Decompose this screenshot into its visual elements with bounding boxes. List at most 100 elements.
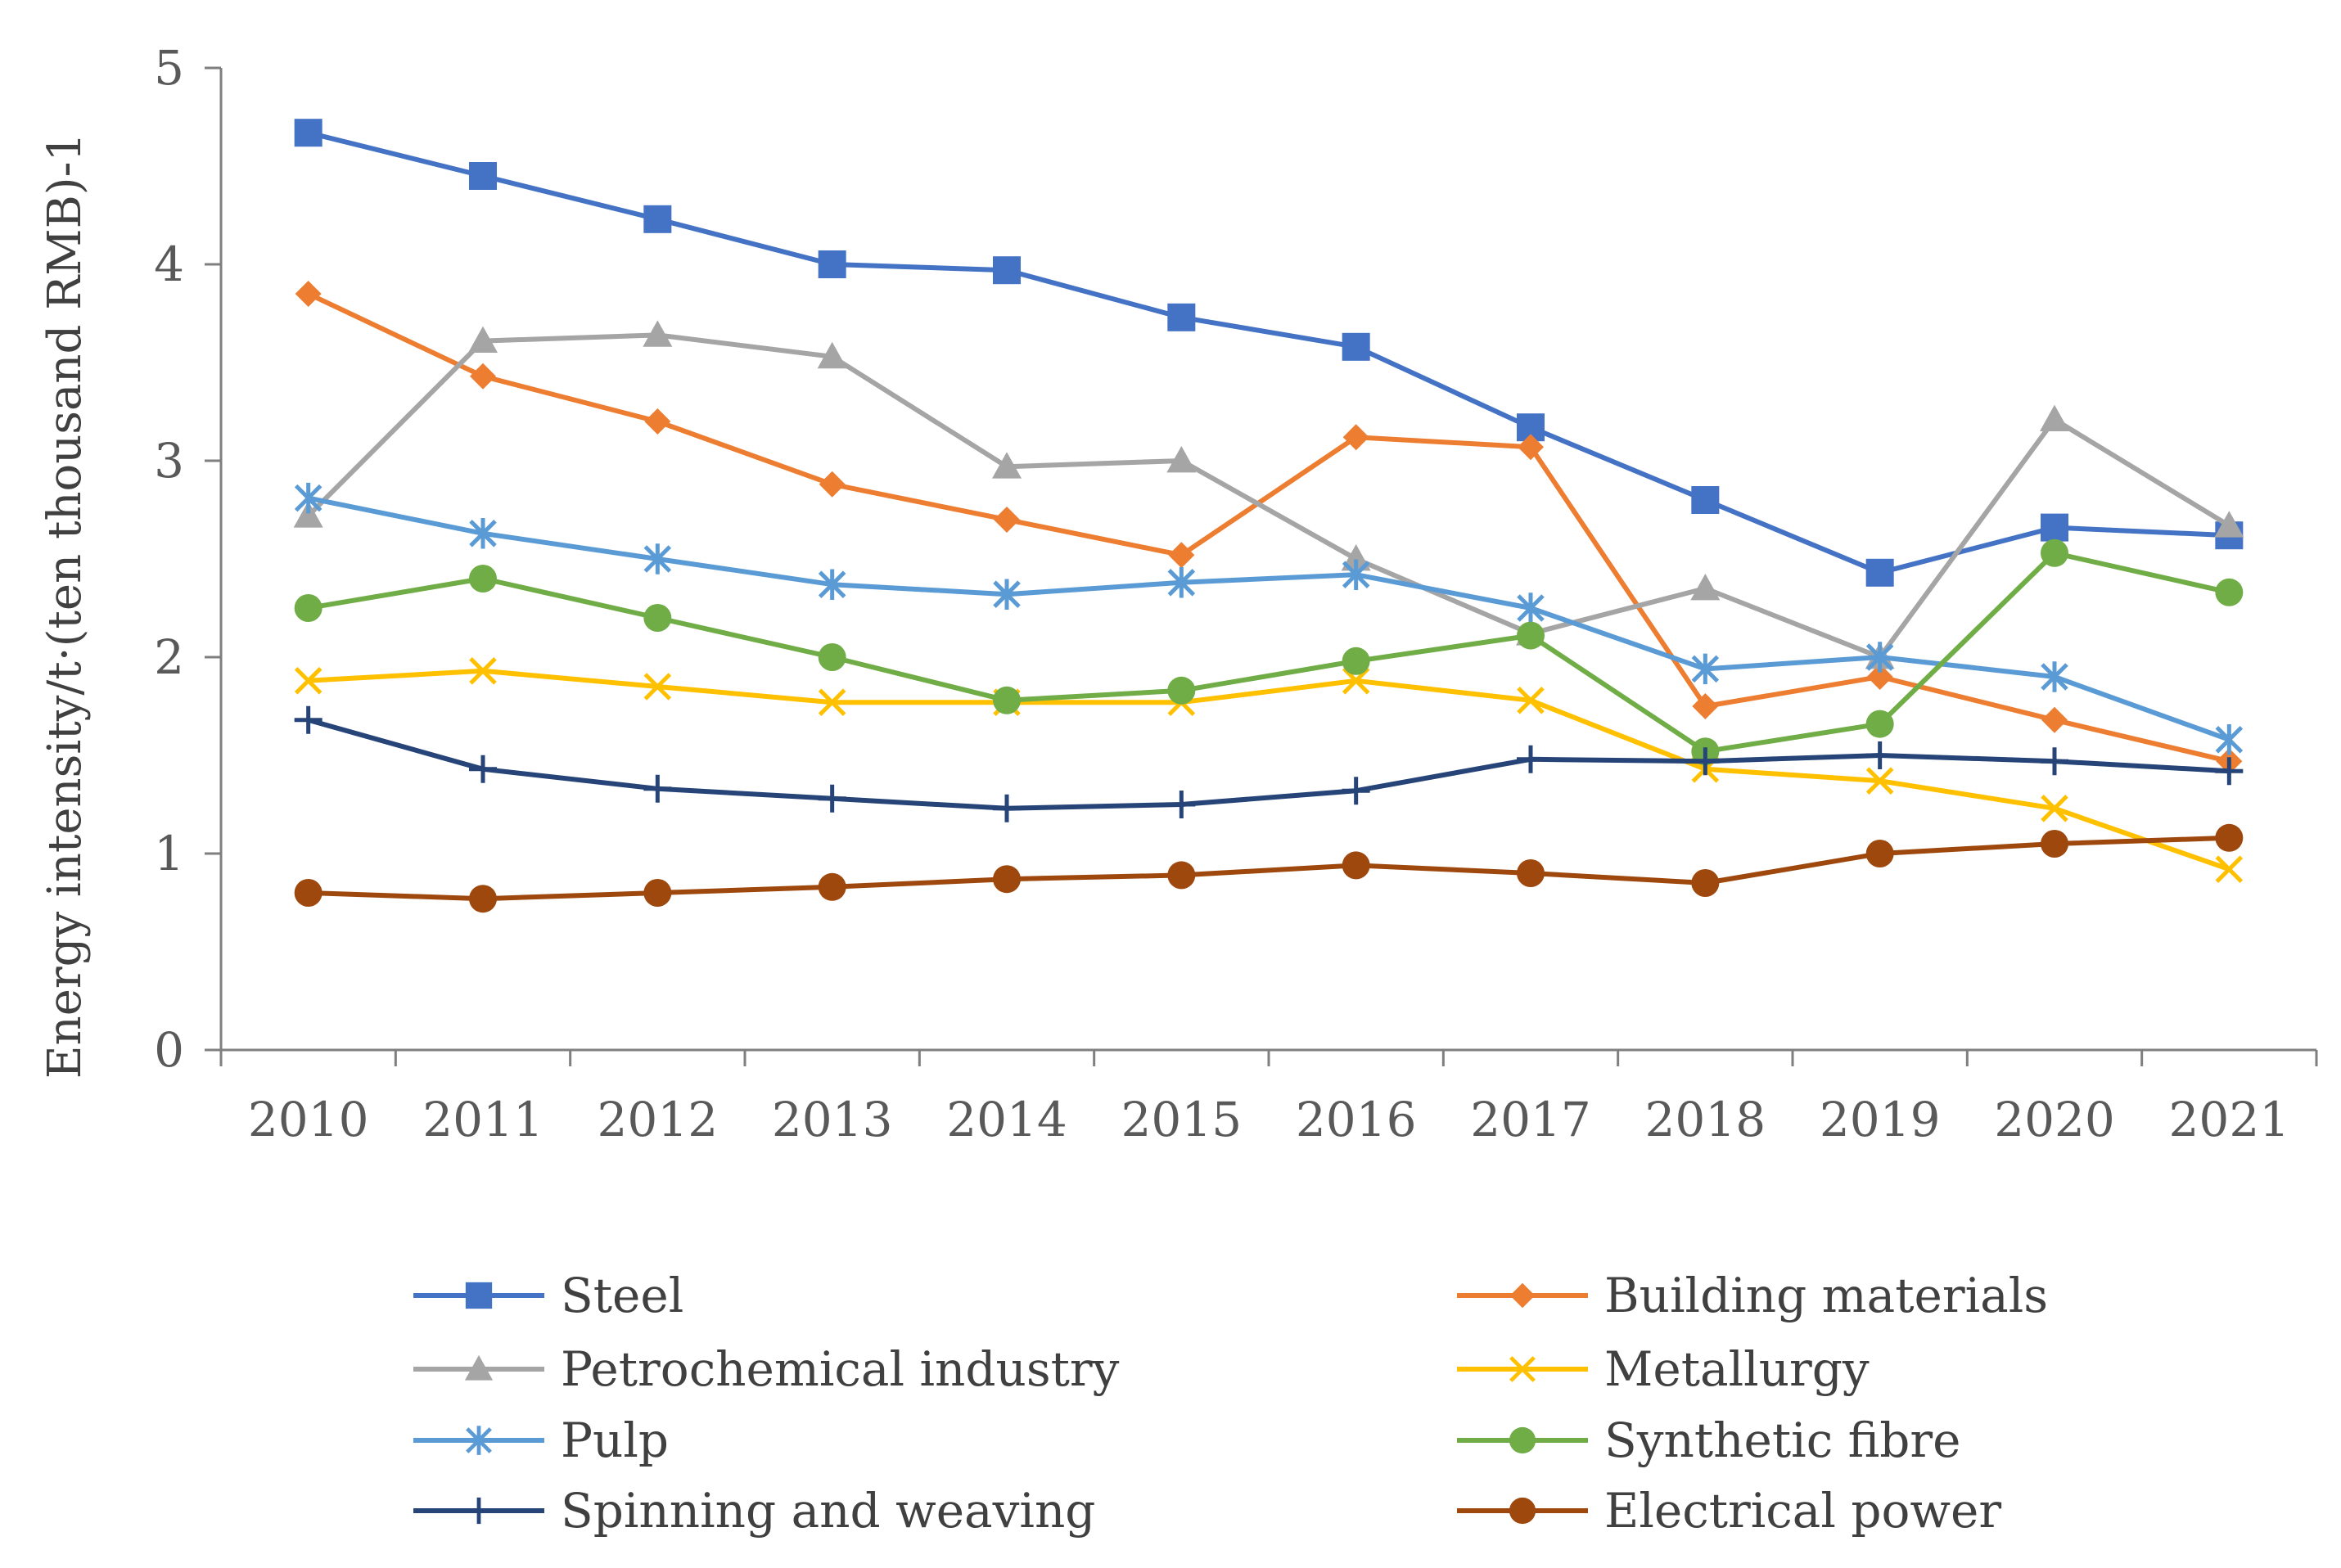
data-point [1509,1426,1536,1454]
legend-item: Synthetic fibre [1457,1413,1960,1468]
y-tick-label: 3 [154,433,184,489]
data-point [1518,434,1544,461]
data-point [464,1354,494,1381]
legend-label: Steel [561,1268,683,1323]
data-point [1517,621,1545,650]
data-point [2215,823,2244,852]
data-point [294,705,323,734]
series-layer [293,119,2244,913]
data-point [1691,747,1720,776]
data-point [1866,664,1893,690]
data-point [993,686,1021,714]
series-electrical-power [294,823,2244,913]
data-point [2041,706,2068,733]
data-point [644,408,671,435]
data-point [993,256,1021,285]
legend-item: Metallurgy [1457,1341,1870,1397]
legend-label: Building materials [1604,1268,2048,1323]
data-point [1342,332,1370,361]
x-tick-label: 2016 [1296,1092,1417,1147]
data-point [643,320,673,347]
data-point [469,162,497,190]
data-point [2215,724,2244,755]
legend-label: Electrical power [1604,1483,2001,1539]
data-point [294,482,323,514]
data-point [1865,710,1894,738]
data-point [1342,424,1369,451]
legend-label: Pulp [561,1413,669,1468]
legend-item: Spinning and weaving [413,1483,1095,1539]
data-point [466,1426,492,1455]
data-point [465,1497,493,1525]
series-synthetic-fibre [294,538,2244,766]
data-point [2215,757,2244,786]
legend-item: Electrical power [1457,1483,2001,1539]
legend-label: Metallurgy [1604,1341,1870,1397]
legend-item: Pulp [413,1413,669,1468]
y-axis-ticks: 0 1 2 3 4 5 [154,40,221,1078]
series-line [305,130,2232,575]
data-point [1865,741,1894,769]
data-point [2041,795,2068,822]
data-point [295,281,322,307]
data-point [2041,747,2068,776]
data-point [1865,840,1894,867]
x-tick-label: 2012 [598,1092,719,1147]
data-point [818,250,846,278]
data-point [818,643,846,671]
series-line [305,668,2232,872]
legend-item: Steel [413,1268,683,1323]
data-point [993,865,1021,894]
data-point [1509,1497,1536,1525]
y-tick-label: 5 [154,40,184,96]
data-point [818,784,846,813]
data-point [1167,676,1196,705]
data-point [2041,661,2068,692]
legend: Steel Building materials Petrochemical ind… [413,1268,2048,1539]
data-point [818,688,846,716]
data-point [2041,830,2068,858]
series-line [305,291,2232,764]
data-point [1168,542,1195,569]
data-point [1342,851,1370,880]
data-point [1690,574,1721,601]
data-point [643,879,672,907]
data-point [293,501,323,528]
x-tick-label: 2021 [2169,1092,2290,1147]
data-point [1517,593,1545,624]
y-axis-title: Energy intensity/t·(ten thousand RMB)-1 [38,133,92,1079]
y-tick-label: 2 [154,629,184,685]
x-tick-label: 2018 [1645,1092,1766,1147]
data-point [294,879,323,907]
data-point [1167,303,1196,331]
data-point [1342,559,1370,590]
data-point [1692,693,1719,719]
data-point [1865,558,1894,587]
data-point [817,341,847,369]
series-line [305,835,2232,902]
series-steel [294,119,2244,587]
data-point [1517,687,1545,714]
legend-label: Spinning and weaving [561,1483,1095,1539]
data-point [643,604,672,632]
data-point [2040,404,2069,431]
data-point [469,657,497,685]
data-point [1691,869,1720,897]
data-point [1691,653,1720,685]
data-point [469,565,497,593]
data-point [2041,513,2068,542]
data-point [1517,859,1545,887]
x-tick-label: 2013 [772,1092,893,1147]
data-point [1342,777,1370,805]
data-point [1342,647,1370,675]
data-point [1691,486,1720,514]
data-point [1865,767,1894,795]
legend-label: Petrochemical industry [561,1341,1120,1397]
data-point [2215,578,2244,606]
series-pulp [294,482,2244,755]
x-axis-ticks: 2010 2011 2012 2013 2014 2015 2016 2017 2018 2019… [219,1050,2318,1147]
data-point [2215,855,2244,883]
x-tick-label: 2014 [946,1092,1067,1147]
data-point [1509,1282,1536,1309]
y-tick-label: 4 [154,237,184,292]
